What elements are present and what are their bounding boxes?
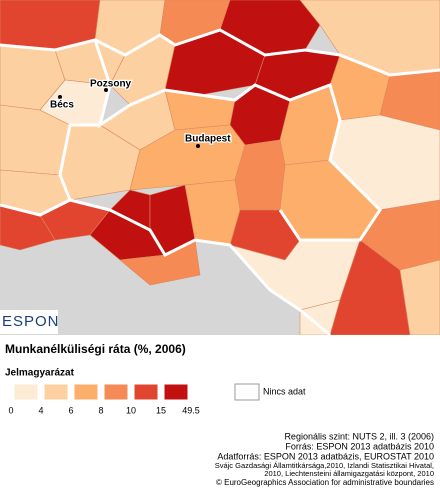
source-line: Svájc Gazdasági Államtitkársága,2010, Iz… <box>215 461 434 470</box>
city-label: Bécs <box>50 100 74 111</box>
border <box>0 28 440 77</box>
map-title: Munkanélküliségi ráta (%, 2006) <box>5 342 186 356</box>
legend-break: 0 <box>8 405 13 415</box>
legend-break: 10 <box>126 405 136 415</box>
legend-swatch <box>13 383 39 401</box>
logo: ESPON <box>2 313 60 330</box>
legend-swatch <box>163 383 189 401</box>
source-line: 2010, Liechtensteini államigazgatási köz… <box>264 469 434 478</box>
logo-background <box>0 310 58 334</box>
legend-break: 49.5 <box>182 405 200 415</box>
region <box>119 239 201 286</box>
border <box>93 39 382 242</box>
legend-break: 15 <box>156 405 166 415</box>
legend-break: 6 <box>68 405 73 415</box>
legend-swatch <box>103 383 129 401</box>
panel <box>0 335 440 490</box>
legend-swatch <box>73 383 99 401</box>
city-label: Pozsony <box>90 79 132 90</box>
sources: Regionális szint: NUTS 2, ill. 3 (2006)F… <box>215 431 434 487</box>
legend-swatch <box>133 383 159 401</box>
region <box>399 259 440 336</box>
border <box>58 123 100 201</box>
legend-swatch <box>43 383 69 401</box>
legend-break: 8 <box>98 405 103 415</box>
city-dot <box>104 88 108 92</box>
legend-title: Jelmagyarázat <box>5 368 75 379</box>
legend: 0 4 6 8 10 15 49.5 <box>8 383 200 415</box>
legend-break: 4 <box>38 405 43 415</box>
border <box>0 198 331 337</box>
no-data-label: Nincs adat <box>263 386 306 396</box>
city-dot <box>196 144 200 148</box>
map: Bécs Pozsony Budapest ESPON <box>0 0 440 337</box>
source-line: Regionális szint: NUTS 2, ill. 3 (2006) <box>284 431 434 441</box>
city-label: Budapest <box>185 134 231 145</box>
source-line: © EuroGeographics Association for admini… <box>216 478 434 487</box>
source-line: Adatforrás: ESPON 2013 adatbázis, EUROST… <box>217 451 434 461</box>
no-data-swatch <box>234 383 260 401</box>
city-dot <box>58 95 62 99</box>
source-line: Forrás: ESPON 2013 adatbázis 2010 <box>285 441 434 451</box>
